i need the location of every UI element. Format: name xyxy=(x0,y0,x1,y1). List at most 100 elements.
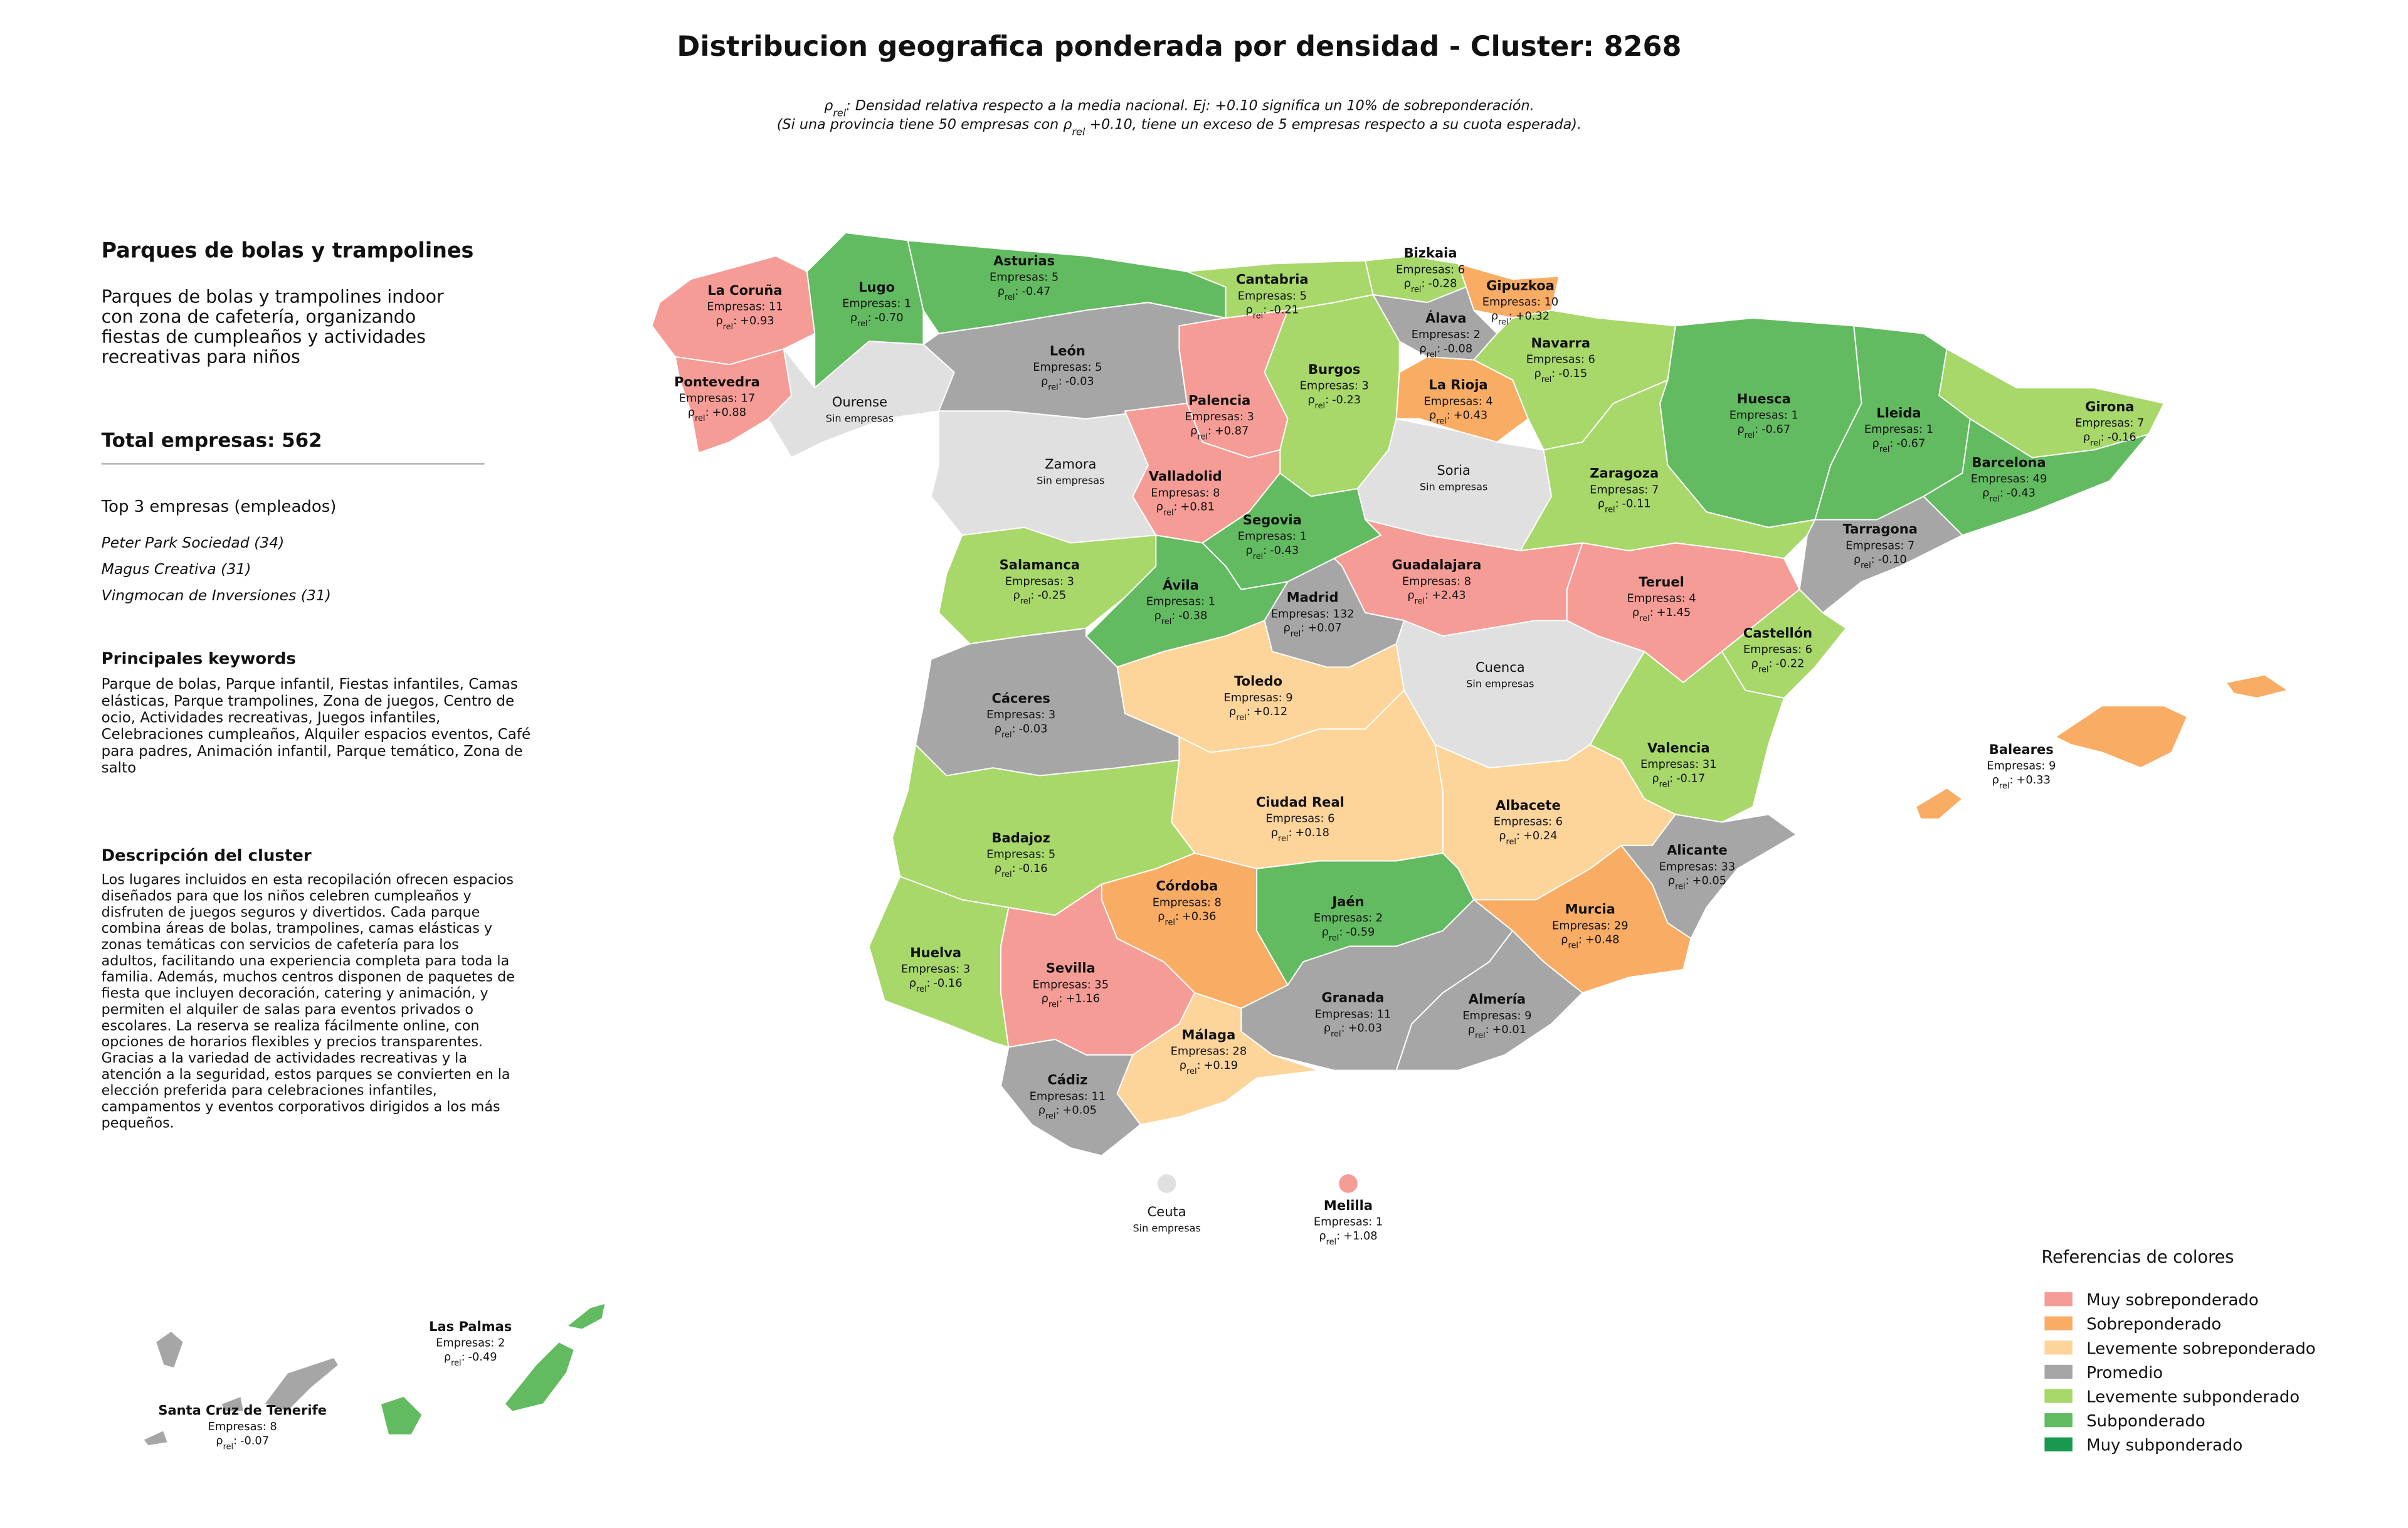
province-companies: Empresas: 6 xyxy=(1265,812,1334,825)
province-name: Gipuzkoa xyxy=(1486,277,1555,293)
province-name: La Rioja xyxy=(1429,377,1488,393)
rho-value: -0.16 xyxy=(1019,862,1048,875)
rho-subscript: rel xyxy=(1745,430,1755,440)
province-companies: Empresas: 6 xyxy=(1743,643,1812,656)
rho-subscript: rel xyxy=(1253,311,1264,321)
province-companies: Empresas: 8 xyxy=(1151,486,1220,499)
rho-symbol: ρ xyxy=(716,314,722,327)
province-name: Cáceres xyxy=(991,690,1050,706)
rho-value: +0.87 xyxy=(1215,424,1249,437)
province-name: Lugo xyxy=(858,279,895,295)
province-rho: ρrel: +0.48 xyxy=(1561,933,1619,950)
province-rho: ρrel: -0.28 xyxy=(1404,277,1457,295)
province-name: Toledo xyxy=(1234,673,1282,689)
province-companies: Empresas: 1 xyxy=(1238,530,1307,543)
rho-subscript: rel xyxy=(223,1442,234,1451)
legend-swatch xyxy=(2044,1340,2073,1355)
province-rho: ρrel: -0.38 xyxy=(1154,609,1208,627)
description-title: Descripción del cluster xyxy=(102,847,312,866)
subtitle-segment: (Si una provincia tiene 50 empresas con … xyxy=(777,116,1072,132)
rho-colon: : xyxy=(1615,497,1619,511)
rho-value: -0.67 xyxy=(1761,423,1790,436)
rho-symbol: ρ xyxy=(1013,589,1020,602)
province-name: Madrid xyxy=(1287,590,1339,605)
description-line: elección preferida para celebraciones in… xyxy=(102,1083,437,1099)
rho-symbol: ρ xyxy=(1668,874,1675,888)
rho-value: +0.48 xyxy=(1585,933,1620,947)
rho-symbol: ρ xyxy=(998,285,1005,298)
rho-subscript: rel xyxy=(1999,781,2010,790)
legend-title: Referencias de colores xyxy=(2041,1248,2234,1267)
legend-swatch xyxy=(2044,1413,2073,1428)
subtitle-segment: rel xyxy=(1072,125,1085,137)
province-rho: ρrel: +0.43 xyxy=(1429,409,1487,427)
province-rho: ρrel: +1.45 xyxy=(1632,606,1691,623)
rho-colon: : xyxy=(2009,773,2013,787)
rho-subscript: rel xyxy=(2090,438,2101,448)
province-companies: Empresas: 33 xyxy=(1659,860,1736,873)
rho-subscript: rel xyxy=(1659,780,1669,789)
rho-subscript: rel xyxy=(1639,613,1649,623)
rho-colon: : xyxy=(1336,1229,1340,1243)
rho-value: +0.19 xyxy=(1204,1059,1238,1072)
province-name: Ciudad Real xyxy=(1256,794,1344,810)
top-title: Top 3 empresas (empleados) xyxy=(101,497,337,516)
top-company: Magus Creativa (31) xyxy=(102,560,251,578)
rho-value: -0.03 xyxy=(1019,722,1048,735)
info-panel: Parques de bolas y trampolines Total emp… xyxy=(101,238,531,1132)
province-companies: Empresas: 5 xyxy=(990,271,1059,284)
rho-colon: : xyxy=(1871,553,1875,566)
rho-colon: : xyxy=(1686,874,1689,888)
province-companies: Empresas: 1 xyxy=(842,297,911,310)
province-rho: ρrel: +0.01 xyxy=(1468,1023,1526,1040)
rho-subscript: rel xyxy=(1005,292,1015,302)
rho-symbol: ρ xyxy=(1319,1229,1326,1243)
province-companies: Empresas: 4 xyxy=(1627,592,1696,605)
rho-colon: : xyxy=(1263,544,1267,557)
legend-label: Levemente subponderado xyxy=(2086,1387,2300,1406)
rho-colon: : xyxy=(1650,606,1654,619)
subtitle-segment: rel xyxy=(833,107,846,119)
province-companies: Empresas: 11 xyxy=(1030,1090,1106,1103)
title: Distribucion geografica ponderada por de… xyxy=(677,31,1681,63)
rho-colon: : xyxy=(2101,430,2104,443)
province-rho: ρrel: -0.08 xyxy=(1419,342,1472,359)
province-companies: Empresas: 9 xyxy=(1462,1009,1531,1022)
rho-symbol: ρ xyxy=(1751,657,1758,670)
province-name: Pontevedra xyxy=(674,374,760,390)
rho-value: -0.23 xyxy=(1332,393,1361,406)
province-rho: ρrel: -0.67 xyxy=(1872,437,1926,454)
rho-colon: : xyxy=(1288,826,1292,839)
province-shape xyxy=(566,1302,606,1330)
rho-value: -0.47 xyxy=(1022,285,1050,298)
province-name: Valladolid xyxy=(1149,469,1222,484)
description-line: escolares. La reserva se realiza fácilme… xyxy=(102,1017,480,1034)
rho-colon: : xyxy=(1486,1023,1489,1036)
description-line: pequeños. xyxy=(102,1115,174,1131)
rho-symbol: ρ xyxy=(1154,609,1161,622)
description-line: familia. Además, muchos centros disponen… xyxy=(102,969,515,985)
province-companies: Empresas: 6 xyxy=(1494,815,1563,829)
province-companies: Empresas: 17 xyxy=(679,392,756,405)
rho-subscript: rel xyxy=(1001,869,1012,879)
province-shape xyxy=(674,348,793,454)
keywords-line: Parque de bolas, Parque infantil, Fiesta… xyxy=(102,676,518,692)
province-rho: ρrel: -0.67 xyxy=(1737,423,1790,440)
rho-subscript: rel xyxy=(1989,494,1999,504)
description-line: campamentos y eventos corporativos dirig… xyxy=(102,1098,500,1115)
province-name: Cuenca xyxy=(1476,659,1525,675)
rho-subscript: rel xyxy=(1861,561,1871,570)
rho-symbol: ρ xyxy=(1872,437,1879,450)
rho-symbol: ρ xyxy=(1854,553,1861,566)
province-name: Salamanca xyxy=(1000,557,1080,573)
province-rho: ρrel: -0.16 xyxy=(995,862,1048,879)
province-companies: Empresas: 2 xyxy=(436,1337,505,1350)
rho-symbol: ρ xyxy=(1992,773,1999,787)
province-shape xyxy=(1915,787,1963,820)
rho-symbol: ρ xyxy=(1598,497,1605,511)
province-rho: ρrel: -0.70 xyxy=(850,311,904,329)
rho-symbol: ρ xyxy=(1038,1104,1045,1117)
province-shape xyxy=(1395,356,1529,443)
province-rho: ρrel: +0.88 xyxy=(688,406,746,423)
rho-value: +1.08 xyxy=(1343,1229,1378,1243)
